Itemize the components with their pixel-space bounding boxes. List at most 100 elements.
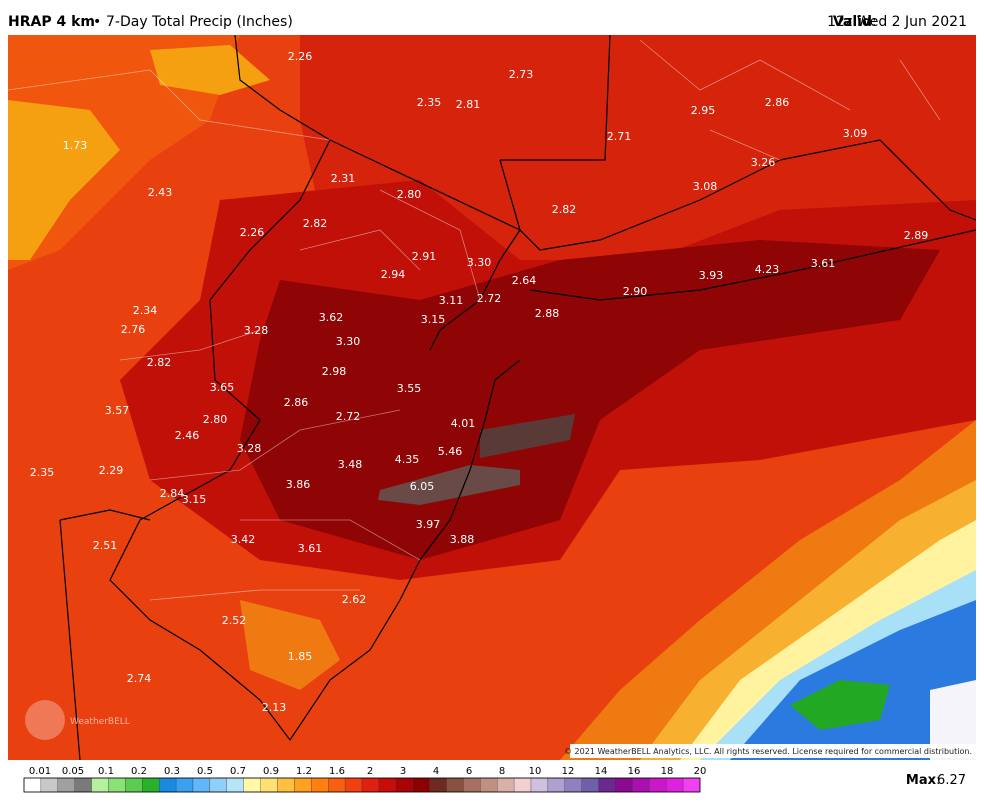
colorbar-cell <box>615 777 633 793</box>
colorbar-label: 0.3 <box>164 766 180 777</box>
colon: : <box>872 14 877 30</box>
colorbar-cell <box>412 777 430 793</box>
value-label: 2.76 <box>121 323 146 336</box>
value-label: 3.55 <box>397 382 422 395</box>
colorbar-label: 4 <box>433 766 439 777</box>
value-label: 2.84 <box>160 487 185 500</box>
value-label: 6.05 <box>410 480 435 493</box>
value-label: 2.72 <box>477 292 502 305</box>
colorbar-label: 20 <box>694 766 707 777</box>
colorbar-cell <box>125 777 143 793</box>
value-label: 2.34 <box>133 304 158 317</box>
value-label: 3.42 <box>231 533 256 546</box>
colorbar-cell <box>480 777 498 793</box>
colorbar-cell <box>564 777 582 793</box>
value-label: 3.08 <box>693 180 718 193</box>
value-label: 2.86 <box>765 96 790 109</box>
watermark: WeatherBELL <box>70 717 130 727</box>
colorbar-cell <box>361 777 380 793</box>
value-label: 3.09 <box>843 127 868 140</box>
value-label: 3.61 <box>298 542 323 555</box>
colorbar-cell <box>463 777 481 793</box>
colorbar-cell <box>57 777 75 793</box>
valid-time: 12z Wed 2 Jun 2021 <box>827 14 967 30</box>
value-label: 2.94 <box>381 268 406 281</box>
colorbar-cell <box>446 777 464 793</box>
colorbar-cell <box>260 777 278 793</box>
value-label: 1.85 <box>288 650 313 663</box>
value-label: 2.82 <box>303 217 328 230</box>
value-label: 3.30 <box>336 335 361 348</box>
value-label: 2.90 <box>623 285 648 298</box>
colorbar-cell <box>108 777 126 793</box>
value-label: 2.91 <box>412 250 437 263</box>
value-label: 2.80 <box>203 413 228 426</box>
value-label: 2.64 <box>512 274 537 287</box>
colorbar-cell <box>243 777 261 793</box>
value-label: 3.86 <box>286 478 311 491</box>
value-label: 5.46 <box>438 445 463 458</box>
value-label: 3.26 <box>751 156 776 169</box>
value-label: 2.71 <box>607 130 632 143</box>
colorbar-cell <box>209 777 227 793</box>
value-label: 2.31 <box>331 172 356 185</box>
copyright: © 2021 WeatherBELL Analytics, LLC. All r… <box>564 747 972 756</box>
value-label: 3.88 <box>450 533 475 546</box>
colorbar: 0.01 0.05 0.1 0.2 0.3 0.5 0.7 0.9 1.2 1.6 2 3 4 6 8 10 1… <box>23 766 707 793</box>
max-colon: : <box>936 773 940 788</box>
colorbar-cell <box>23 777 42 793</box>
precip-field <box>8 35 976 760</box>
colorbar-cell <box>682 777 701 793</box>
colorbar-label: 0.7 <box>230 766 246 777</box>
valid-label: Valid <box>833 14 872 30</box>
value-label: 4.23 <box>755 263 780 276</box>
value-label: 2.95 <box>691 104 716 117</box>
colorbar-cell <box>344 777 363 793</box>
value-label: 2.89 <box>904 229 929 242</box>
colorbar-label: 0.05 <box>62 766 84 777</box>
value-label: 2.74 <box>127 672 152 685</box>
value-label: 2.72 <box>336 410 361 423</box>
colorbar-cell <box>40 777 58 793</box>
value-label: 2.98 <box>322 365 347 378</box>
colorbar-cell <box>547 777 565 793</box>
colorbar-cell <box>497 777 515 793</box>
value-label: 2.29 <box>99 464 124 477</box>
colorbar-label: 12 <box>562 766 575 777</box>
value-label: 3.15 <box>421 313 446 326</box>
colorbar-frame <box>23 777 701 793</box>
colorbar-cell <box>513 777 532 793</box>
value-label: 2.86 <box>284 396 309 409</box>
colorbar-cell <box>581 777 599 793</box>
colorbar-label: 0.5 <box>197 766 213 777</box>
colorbar-cell <box>277 777 295 793</box>
colorbar-cell <box>429 777 447 793</box>
colorbar-label: 8 <box>499 766 505 777</box>
value-label: 2.82 <box>147 356 172 369</box>
colorbar-cell <box>175 777 194 793</box>
colorbar-cell <box>378 777 396 793</box>
max-value: 6.27 <box>937 773 966 788</box>
colorbar-label: 1.2 <box>296 766 312 777</box>
colorbar-label: 0.01 <box>29 766 51 777</box>
colorbar-cell <box>666 777 684 793</box>
colorbar-label: 0.1 <box>98 766 114 777</box>
value-label: 2.26 <box>288 50 313 63</box>
colorbar-cell <box>328 777 346 793</box>
value-label: 2.46 <box>175 429 200 442</box>
colorbar-label: 16 <box>628 766 641 777</box>
colorbar-cell <box>395 777 413 793</box>
max-label: Max <box>906 773 937 788</box>
colorbar-cell <box>294 777 312 793</box>
separator: • <box>93 14 101 30</box>
value-label: 2.73 <box>509 68 534 81</box>
colorbar-label: 10 <box>529 766 542 777</box>
colorbar-label: 1.6 <box>329 766 345 777</box>
product-name: 7-Day Total Precip (Inches) <box>106 14 293 30</box>
value-label: 3.62 <box>319 311 344 324</box>
value-label: 2.43 <box>148 186 173 199</box>
colorbar-cell <box>632 777 650 793</box>
colorbar-cell <box>311 777 329 793</box>
value-label: 1.73 <box>63 139 88 152</box>
